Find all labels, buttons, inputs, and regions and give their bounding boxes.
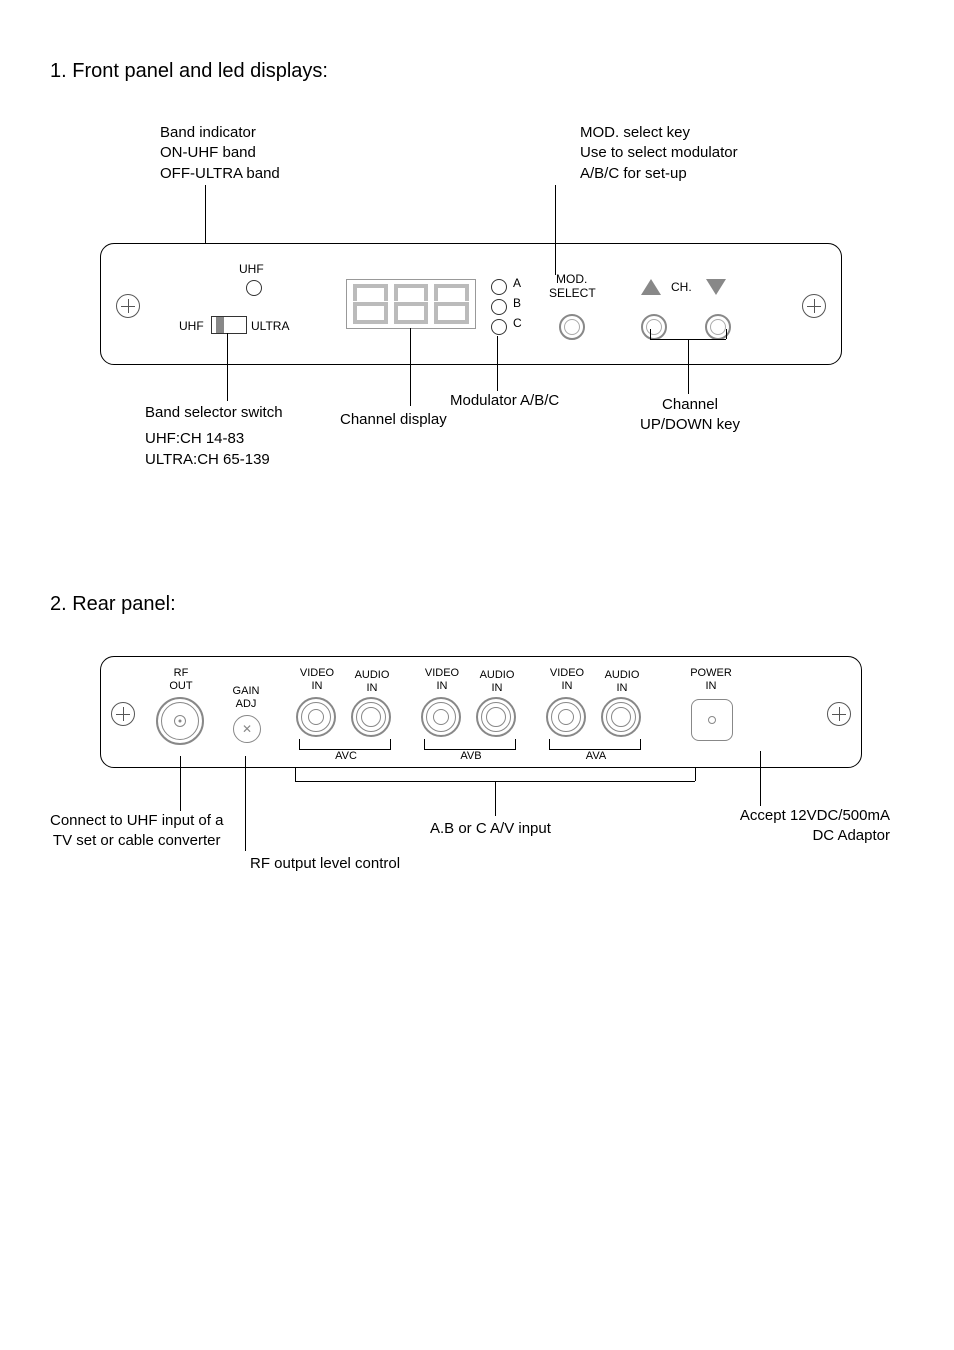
- screw-icon: [802, 294, 826, 318]
- video-in-c-label: VIDEOIN: [296, 667, 338, 692]
- ch-label: CH.: [671, 280, 692, 294]
- audio-in-c-jack[interactable]: [351, 697, 391, 737]
- label-c: C: [513, 316, 522, 330]
- audio-in-a-label: AUDIOIN: [601, 669, 643, 694]
- avb-label: AVB: [451, 750, 491, 763]
- rear-panel-outline: RFOUT GAINADJ VIDEOIN AUDIOIN AVC VIDEOI…: [100, 656, 862, 768]
- front-panel-diagram: Band indicator ON-UHF band OFF-ULTRA ban…: [50, 123, 904, 503]
- uhf-led-label: UHF: [239, 262, 264, 276]
- screw-icon: [116, 294, 140, 318]
- video-in-b-jack[interactable]: [421, 697, 461, 737]
- callout-band-indicator: Band indicator ON-UHF band OFF-ULTRA ban…: [160, 123, 280, 184]
- section1-title: 1. Front panel and led displays:: [50, 60, 904, 83]
- modulator-c-led: [491, 319, 507, 335]
- channel-down-icon: [706, 279, 726, 295]
- switch-ultra-label: ULTRA: [251, 319, 289, 333]
- callout-rf-out: Connect to UHF input of a TV set or cabl…: [50, 811, 223, 852]
- channel-down-button[interactable]: [705, 314, 731, 340]
- callout-mod-select-key: MOD. select key Use to select modulator …: [580, 123, 738, 184]
- gain-adj-pot[interactable]: [233, 715, 261, 743]
- avc-label: AVC: [326, 750, 366, 763]
- screw-icon: [827, 702, 851, 726]
- mod-select-button[interactable]: [559, 314, 585, 340]
- avc-bracket: [299, 739, 391, 750]
- audio-in-a-jack[interactable]: [601, 697, 641, 737]
- callout-gain: RF output level control: [250, 854, 400, 874]
- screw-icon: [111, 702, 135, 726]
- video-in-c-jack[interactable]: [296, 697, 336, 737]
- channel-up-button[interactable]: [641, 314, 667, 340]
- band-indicator-led: [246, 280, 262, 296]
- callout-band-switch: Band selector switch UHF:CH 14-83 ULTRA:…: [145, 403, 283, 470]
- audio-in-b-jack[interactable]: [476, 697, 516, 737]
- audio-in-c-label: AUDIOIN: [351, 669, 393, 694]
- rear-panel-diagram: RFOUT GAINADJ VIDEOIN AUDIOIN AVC VIDEOI…: [50, 656, 904, 916]
- ava-label: AVA: [576, 750, 616, 763]
- audio-in-b-label: AUDIOIN: [476, 669, 518, 694]
- ava-bracket: [549, 739, 641, 750]
- label-b: B: [513, 296, 521, 310]
- rf-out-jack[interactable]: [156, 697, 204, 745]
- rf-out-label: RFOUT: [161, 667, 201, 692]
- callout-modulator-abc: Modulator A/B/C: [450, 391, 559, 411]
- callout-power: Accept 12VDC/500mA DC Adaptor: [640, 806, 890, 847]
- section2-title: 2. Rear panel:: [50, 593, 904, 616]
- power-in-jack[interactable]: [691, 699, 733, 741]
- video-in-a-jack[interactable]: [546, 697, 586, 737]
- channel-display: [346, 279, 476, 329]
- gain-adj-label: GAINADJ: [226, 685, 266, 710]
- modulator-b-led: [491, 299, 507, 315]
- avb-bracket: [424, 739, 516, 750]
- label-a: A: [513, 276, 521, 290]
- callout-av-input: A.B or C A/V input: [430, 819, 551, 839]
- channel-up-icon: [641, 279, 661, 295]
- mod-select-label1: MOD.: [556, 272, 587, 286]
- power-in-label: POWERIN: [686, 667, 736, 692]
- callout-channel-updown: Channel UP/DOWN key: [610, 395, 770, 436]
- front-panel-outline: UHF UHF ULTRA A B C MOD. SELECT: [100, 243, 842, 365]
- mod-select-label2: SELECT: [549, 286, 596, 300]
- band-selector-switch[interactable]: [211, 316, 247, 334]
- modulator-a-led: [491, 279, 507, 295]
- switch-uhf-label: UHF: [179, 319, 204, 333]
- video-in-b-label: VIDEOIN: [421, 667, 463, 692]
- callout-channel-display: Channel display: [340, 410, 447, 430]
- video-in-a-label: VIDEOIN: [546, 667, 588, 692]
